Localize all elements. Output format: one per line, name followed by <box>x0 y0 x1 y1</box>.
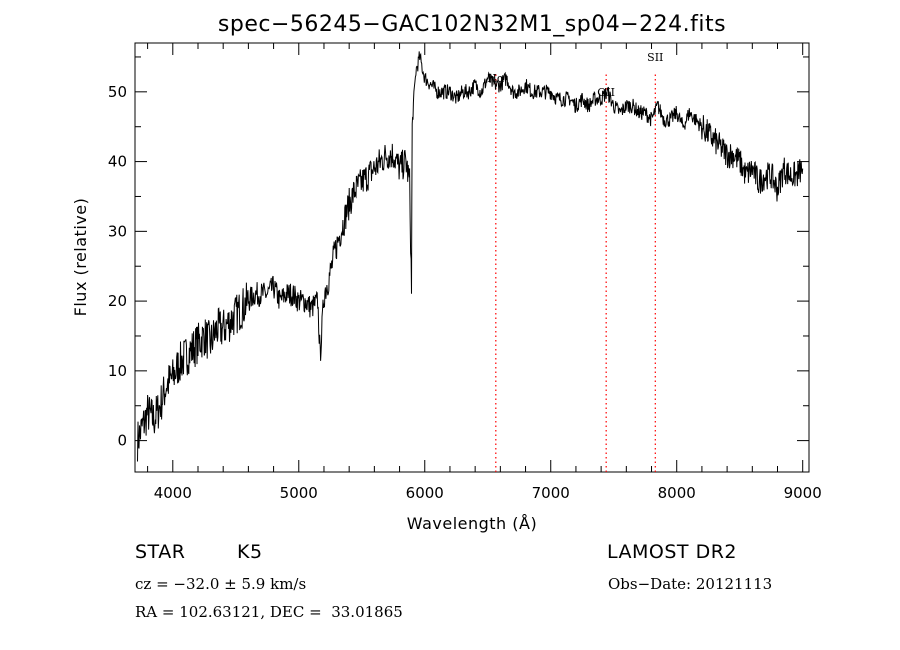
x-axis: 4000 5000 6000 7000 8000 9000 <box>147 43 822 502</box>
spectrum-line <box>137 51 804 462</box>
y-tick-label: 0 <box>117 432 127 450</box>
y-axis-label: Flux (relative) <box>71 198 90 317</box>
y-tick-label: 20 <box>108 292 127 310</box>
x-tick-label: 7000 <box>532 484 570 502</box>
x-tick-label: 5000 <box>280 484 318 502</box>
subclass-label: K5 <box>237 541 263 563</box>
x-tick-label: 8000 <box>658 484 696 502</box>
x-tick-label: 4000 <box>154 484 192 502</box>
line-marker-label: SII <box>647 51 663 64</box>
cz-line: cz = −32.0 ± 5.9 km/s <box>135 575 307 593</box>
y-axis: 0 10 20 30 40 50 <box>108 56 809 450</box>
x-tick-label: 9000 <box>784 484 822 502</box>
y-tick-label: 40 <box>108 153 127 171</box>
x-tick-label: 6000 <box>406 484 444 502</box>
class-label: STAR <box>135 541 186 563</box>
y-tick-label: 50 <box>108 83 127 101</box>
x-axis-label: Wavelength (Å) <box>407 514 537 533</box>
y-tick-label: 30 <box>108 222 127 240</box>
plot-frame <box>134 42 810 473</box>
chart-title: spec−56245−GAC102N32M1_sp04−224.fits <box>218 12 726 37</box>
y-tick-label: 10 <box>108 362 127 380</box>
survey-label: LAMOST DR2 <box>607 541 737 563</box>
obs-date: Obs−Date: 20121113 <box>608 575 773 593</box>
radec-line: RA = 102.63121, DEC = 33.01865 <box>135 603 403 621</box>
